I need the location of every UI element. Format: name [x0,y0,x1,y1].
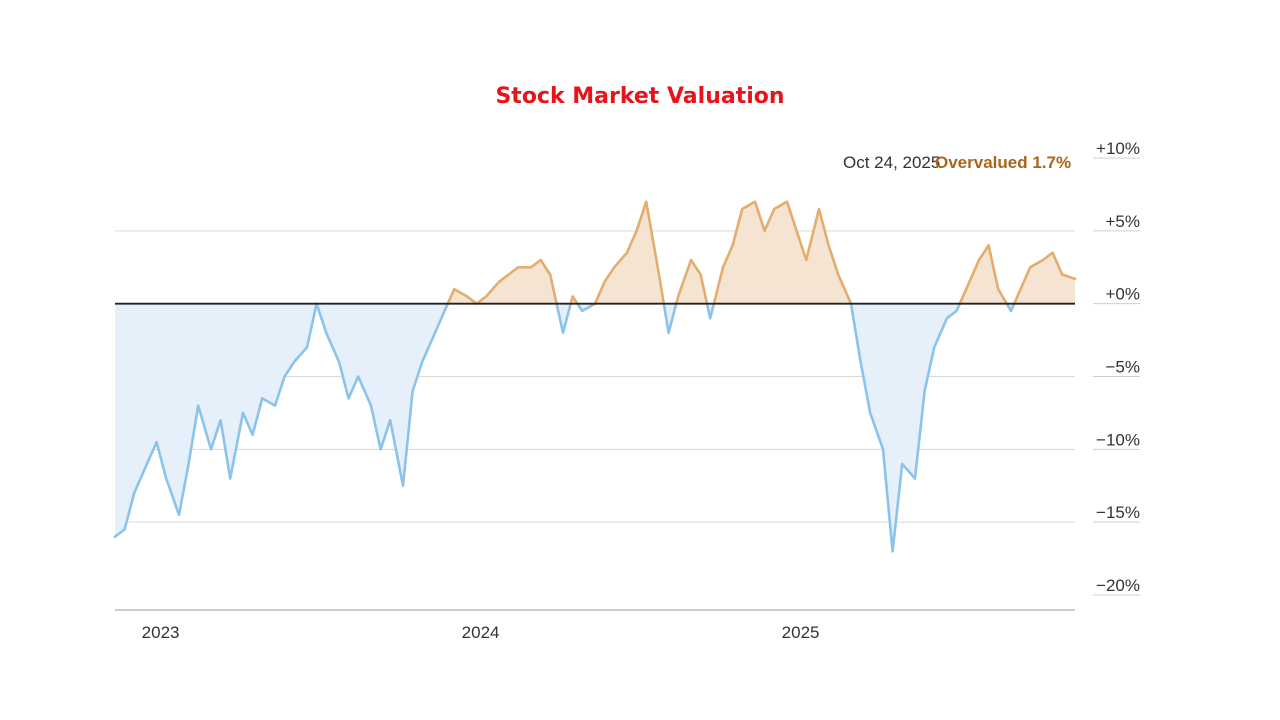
chart-title: Stock Market Valuation [495,84,785,109]
overvalued-area [713,201,851,304]
undervalued-line [1005,302,1016,313]
undervalued-line [705,302,716,320]
overvalued-line [446,258,558,306]
y-tick-label: −5% [1106,358,1141,377]
overvalued-area [1014,252,1075,304]
y-tick-label: −20% [1096,576,1140,595]
overvalued-area [447,260,557,304]
undervalued-area [115,303,317,537]
x-tick-labels: 2023 2024 2025 [142,623,820,642]
overvalued-line [712,200,853,306]
overvalued-line [593,200,666,306]
undervalued-line [315,302,450,488]
overvalued-line [1012,251,1077,306]
x-tick-label: 2024 [462,623,500,642]
annotation-status: Overvalued 1.7% [935,153,1071,172]
undervalued-line [576,302,597,313]
undervalued-area [851,303,960,552]
undervalued-area [556,303,571,333]
overvalued-area [676,260,707,304]
axes [115,302,1075,611]
y-tick-label: +5% [1106,212,1141,231]
y-tick-label: −15% [1096,503,1140,522]
undervalued-line [662,302,678,335]
x-tick-label: 2023 [142,623,180,642]
overvalued-line [569,295,579,306]
overvalued-area [595,201,664,304]
series-lines [113,200,1077,553]
y-tick-labels: +10% +5% +0% −5% −10% −15% −20% [1096,139,1140,595]
undervalued-area [316,303,448,486]
overvalued-line [674,258,709,306]
overvalued-area [959,245,1007,304]
annotation-date: Oct 24, 2025 [843,153,940,172]
y-tick-label: +10% [1096,139,1140,158]
y-tick-label: −10% [1096,430,1140,449]
undervalued-line [555,302,573,335]
undervalued-line [849,302,962,553]
undervalued-line [113,302,318,539]
y-tick-label: +0% [1106,285,1141,304]
overvalued-line [958,244,1009,306]
x-tick-label: 2025 [782,623,820,642]
